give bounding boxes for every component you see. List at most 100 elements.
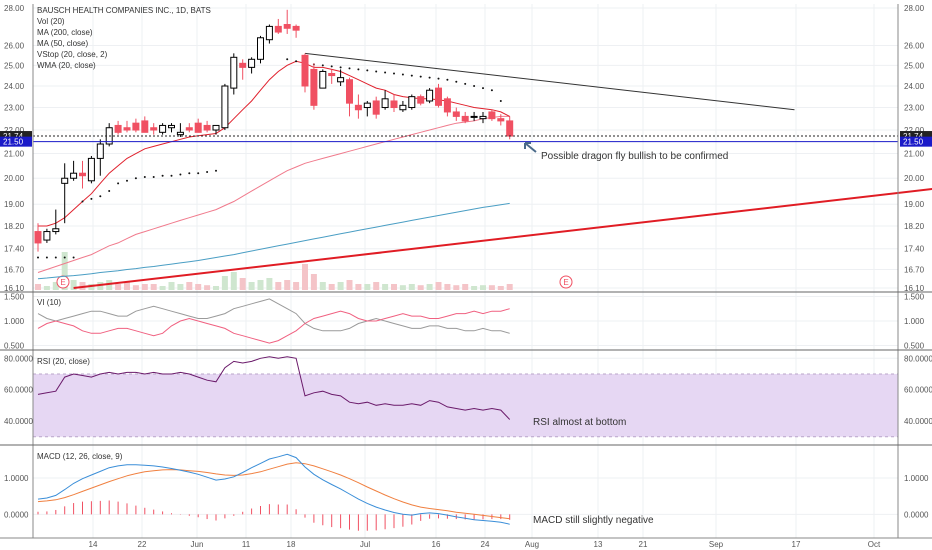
vstop-dot: [206, 170, 209, 173]
vstop-dot: [188, 172, 191, 175]
macd-annotation: MACD still slightly negative: [533, 515, 654, 526]
x-tick-label: Oct: [868, 540, 881, 549]
volume-bar: [275, 282, 282, 290]
axis-layer: 14 22 Jun 11 18 Jul 16 24 Aug 13 21 Sep 17 Oct 28.00 28…: [0, 4, 932, 549]
volume-bar: [435, 282, 442, 290]
price-label-text: 21.50: [3, 138, 24, 147]
volume-bar: [444, 284, 451, 290]
price-tick-left: 16.10: [4, 284, 25, 293]
price-tick-right: 18.20: [904, 222, 925, 231]
volume-bar: [70, 280, 77, 290]
candle-body: [435, 87, 442, 106]
volume-bar: [88, 284, 95, 290]
volume-bar: [471, 286, 478, 290]
volume-bar: [186, 282, 193, 290]
vstop-dot: [143, 175, 146, 178]
volume-bar: [168, 282, 175, 290]
indicator-tick-left: 0.0000: [4, 510, 29, 519]
indicator-tick-left: 1.000: [4, 317, 25, 326]
x-tick-label: 11: [242, 540, 251, 549]
vi-pane[interactable]: [37, 298, 510, 344]
price-tick-left: 24.00: [4, 82, 25, 91]
volume-bar: [141, 284, 148, 290]
macd-pane[interactable]: [37, 453, 511, 531]
volume-bar: [115, 284, 122, 290]
dragonfly-annotation: Possible dragon fly bullish to be confir…: [541, 151, 728, 162]
x-tick-label: Sep: [709, 540, 724, 549]
volume-bar: [346, 280, 353, 290]
volume-bar: [399, 285, 406, 290]
price-tick-left: 28.00: [4, 4, 25, 13]
volume-bar: [124, 282, 130, 290]
vi-label: VI (10): [37, 298, 61, 307]
volume-bar: [106, 280, 113, 290]
price-tick-right: 17.40: [904, 245, 925, 254]
candle-body: [363, 102, 371, 109]
candle-body: [52, 228, 60, 233]
x-tick-label: Jun: [191, 540, 204, 549]
x-tick-label: 17: [792, 540, 801, 549]
candle-body: [239, 62, 247, 68]
vstop-dot: [54, 256, 57, 259]
price-tick-left: 18.20: [4, 222, 25, 231]
x-tick-label: 24: [481, 540, 490, 549]
indicator-tick-right: 1.0000: [904, 474, 929, 483]
vstop-dot: [482, 87, 484, 90]
price-tick-right: 22.00: [904, 126, 925, 135]
volume-bar: [408, 284, 415, 290]
volume-bar: [453, 285, 460, 290]
support-trendline: [73, 188, 932, 289]
volume-bar: [364, 284, 371, 290]
vstop-dot: [63, 256, 66, 259]
price-label-box: [0, 131, 32, 142]
indicator-tick-left: 80.0000: [4, 354, 33, 363]
vstop-dot: [437, 77, 440, 80]
rsi-band: [33, 373, 898, 437]
candle-body: [319, 70, 327, 89]
rsi-pane[interactable]: [33, 356, 898, 438]
volume-bar: [257, 280, 264, 290]
rsi-label: RSI (20, close): [37, 357, 90, 366]
vstop-dot: [215, 169, 217, 172]
indicator-tick-left: 1.0000: [4, 474, 29, 483]
candle-body: [443, 98, 451, 113]
vstop-dot: [134, 177, 137, 180]
volume-bar: [355, 284, 362, 290]
volume-bar: [293, 282, 300, 290]
vstop-dot: [152, 175, 155, 178]
price-tick-right: 24.00: [904, 82, 925, 91]
volume-bar: [230, 272, 237, 290]
candle-body: [497, 118, 505, 122]
candle-body: [470, 115, 478, 118]
vstop-dot: [321, 64, 324, 67]
indicator-tick-left: 40.0000: [4, 417, 33, 426]
candle-body: [248, 58, 256, 68]
indicator-tick-left: 1.500: [4, 292, 25, 301]
volume-bar: [248, 282, 255, 290]
volume-bar: [213, 286, 219, 290]
candle-body: [452, 111, 460, 117]
vi-minus-line: [37, 308, 510, 344]
candle-body: [337, 77, 345, 83]
vstop-dot: [375, 70, 378, 73]
legend-wma: WMA (20, close): [37, 61, 96, 70]
volume-bar: [177, 284, 184, 290]
legend-ma200: MA (200, close): [37, 28, 93, 37]
ma50-line: [37, 115, 510, 273]
indicator-tick-left: 60.0000: [4, 386, 33, 395]
x-tick-label: Aug: [525, 540, 539, 549]
legend-ma50: MA (50, close): [37, 39, 88, 48]
candle-body: [123, 127, 131, 131]
price-tick-right: 16.70: [904, 265, 925, 274]
candle-body: [150, 127, 158, 131]
price-tick-left: 19.00: [4, 200, 25, 209]
volume-bar: [35, 284, 41, 290]
candle-body: [265, 25, 273, 41]
vstop-dot: [499, 99, 502, 102]
vstop-dot: [330, 65, 333, 68]
volume-bar: [319, 282, 326, 290]
earnings-marker-icon: [559, 275, 573, 289]
vstop-dot: [446, 78, 449, 81]
